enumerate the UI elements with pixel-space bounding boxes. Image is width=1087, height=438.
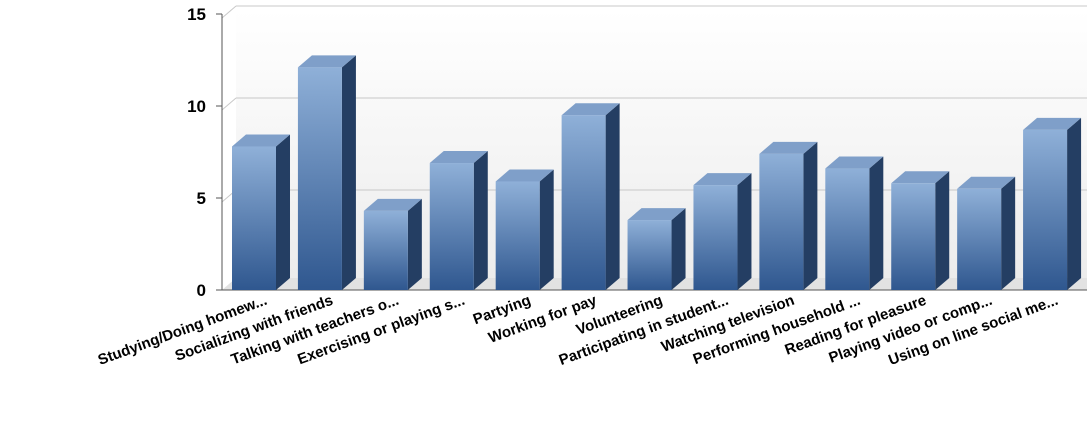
bar-top-face <box>297 55 356 68</box>
bar-top-face <box>891 171 950 184</box>
bar-top-face <box>825 156 884 169</box>
bar-side-face <box>869 156 884 290</box>
bar-11 <box>891 171 950 290</box>
bar-10 <box>825 156 884 290</box>
bar-side-face <box>1067 117 1082 290</box>
bar-side-face <box>671 208 686 290</box>
y-tick-label: 5 <box>197 189 206 208</box>
bar-side-face <box>276 134 290 290</box>
bar-side-face <box>605 103 620 290</box>
bar-side-face <box>803 141 818 290</box>
bar-front-face <box>363 210 408 290</box>
bar-top-face <box>561 103 620 116</box>
bar-4 <box>429 151 488 290</box>
bar-front-face <box>429 163 474 290</box>
bar-5 <box>495 169 554 290</box>
bar-top-face <box>495 169 554 182</box>
bar-side-face <box>1001 176 1016 290</box>
bar-side-face <box>341 55 356 290</box>
bar-top-face <box>1023 117 1082 130</box>
bar-8 <box>693 173 752 290</box>
bar-2 <box>297 55 356 290</box>
y-tick-label: 10 <box>187 97 206 116</box>
bar-front-face <box>232 146 276 290</box>
bar-side-face <box>935 171 950 290</box>
bar-top-face <box>759 141 818 154</box>
bar-top-face <box>429 151 488 164</box>
bar-front-face <box>759 153 804 290</box>
bar-side-face <box>407 198 422 290</box>
bar-front-face <box>297 67 342 290</box>
bar-front-face <box>891 183 936 290</box>
bar-front-face <box>495 181 540 290</box>
bar-side-face <box>539 169 554 290</box>
bar-front-face <box>693 185 738 290</box>
bar-top-face <box>363 198 422 211</box>
bar-top-face <box>693 173 752 186</box>
y-tick-label: 15 <box>187 5 206 24</box>
bar-7 <box>627 208 686 290</box>
bar-12 <box>957 176 1016 290</box>
bar-front-face <box>957 188 1002 290</box>
bar-9 <box>759 141 818 290</box>
gridline-depth <box>221 97 237 111</box>
bar-side-face <box>737 173 752 290</box>
bar-front-face <box>825 168 870 290</box>
bar-1 <box>232 134 290 290</box>
bar-top-face <box>627 208 686 221</box>
bar-top-face <box>957 176 1016 189</box>
bar-top-face <box>232 134 290 147</box>
bar-front-face <box>1023 129 1068 290</box>
bar-3 <box>363 198 422 290</box>
bar-6 <box>561 103 620 290</box>
gridline-depth <box>221 5 237 19</box>
bar-front-face <box>561 115 606 290</box>
bar-side-face <box>473 151 488 290</box>
y-tick-label: 0 <box>197 281 206 300</box>
bar-front-face <box>627 220 672 290</box>
bar-13 <box>1023 117 1082 290</box>
